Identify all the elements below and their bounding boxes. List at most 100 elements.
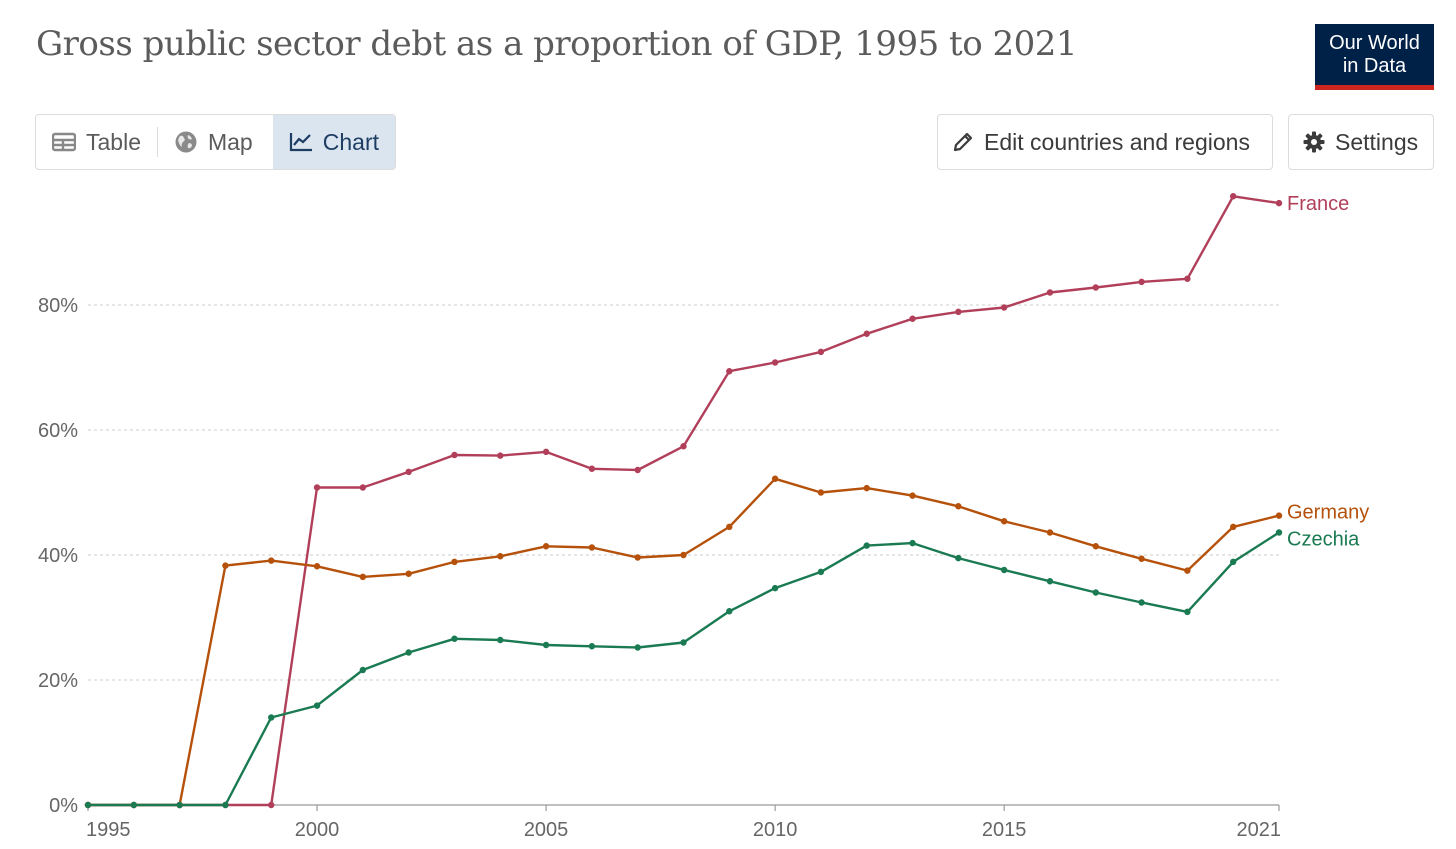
data-point-czechia <box>863 542 870 549</box>
tab-chart[interactable]: Chart <box>272 115 395 169</box>
data-point-czechia <box>1046 578 1054 585</box>
data-point-france <box>451 451 458 459</box>
data-point-france <box>634 466 641 474</box>
data-point-france <box>1184 275 1191 282</box>
data-point-france <box>955 308 962 316</box>
data-point-czechia <box>817 568 825 576</box>
data-point-france <box>817 348 825 356</box>
data-point-germany <box>726 523 733 531</box>
data-point-germany <box>588 544 596 551</box>
data-point-czechia <box>222 801 229 809</box>
settings-label: Settings <box>1335 128 1419 155</box>
data-point-germany <box>680 551 687 559</box>
data-point-germany <box>817 489 825 496</box>
chart-title: Gross public sector debt as a proportion… <box>36 24 1078 64</box>
data-point-germany <box>1229 523 1237 531</box>
logo-line-2: in Data <box>1342 55 1407 77</box>
y-tick-label: 40% <box>38 545 78 567</box>
y-tick-label: 0% <box>49 795 78 817</box>
data-point-czechia <box>1092 589 1099 596</box>
data-point-france <box>1275 199 1283 207</box>
data-point-czechia <box>1000 566 1008 574</box>
data-point-germany <box>1275 512 1283 519</box>
data-point-germany <box>1092 543 1099 550</box>
y-tick-label: 80% <box>38 295 78 317</box>
data-point-czechia <box>1229 558 1237 566</box>
our-world-in-data-logo[interactable]: Our World in Data <box>1315 24 1434 90</box>
data-point-czechia <box>726 608 733 615</box>
x-tick-label: 2000 <box>295 819 340 841</box>
data-point-czechia <box>909 539 916 547</box>
data-point-germany <box>1000 518 1008 525</box>
data-point-czechia <box>771 584 779 592</box>
tab-table-label: Table <box>86 128 141 155</box>
data-point-czechia <box>497 636 504 644</box>
data-point-germany <box>909 492 916 499</box>
data-point-germany <box>863 484 870 492</box>
data-point-germany <box>542 543 550 550</box>
data-point-czechia <box>359 666 367 674</box>
pencil-icon <box>953 132 973 152</box>
data-point-czechia <box>955 554 962 562</box>
tab-divider <box>156 127 158 157</box>
x-tick-label: 2005 <box>524 819 569 841</box>
tab-map[interactable]: Map <box>158 115 269 169</box>
data-point-germany <box>955 503 962 510</box>
data-point-germany <box>497 553 504 560</box>
table-icon <box>52 132 76 152</box>
data-point-germany <box>1184 567 1191 574</box>
data-point-czechia <box>634 644 641 651</box>
data-point-france <box>863 330 870 337</box>
data-point-france <box>771 359 779 366</box>
data-point-czechia <box>542 641 550 649</box>
data-point-germany <box>222 562 229 569</box>
data-point-france <box>497 452 504 459</box>
series-line-czechia <box>88 531 1280 807</box>
data-point-czechia <box>176 801 183 809</box>
series-label-france: France <box>1287 193 1349 215</box>
logo-line-1: Our World <box>1329 32 1420 54</box>
data-point-czechia <box>1138 599 1145 606</box>
data-point-france <box>726 368 733 375</box>
data-point-czechia <box>1275 529 1283 536</box>
line-chart-icon <box>289 133 312 152</box>
view-tabs: Table Map Chart <box>35 114 396 170</box>
data-point-france <box>909 315 916 322</box>
x-tick-label: 2021 <box>1237 819 1282 841</box>
series-label-germany: Germany <box>1287 502 1369 524</box>
data-point-germany <box>268 557 275 564</box>
data-point-france <box>359 484 367 491</box>
edit-countries-button[interactable]: Edit countries and regions <box>937 114 1273 170</box>
data-point-france <box>313 484 321 491</box>
data-point-czechia <box>680 639 687 646</box>
edit-countries-label: Edit countries and regions <box>984 128 1250 155</box>
data-point-france <box>1229 193 1237 200</box>
series-line-france <box>88 195 1280 807</box>
data-point-germany <box>1138 555 1145 562</box>
data-point-france <box>268 801 275 809</box>
tab-table[interactable]: Table <box>36 115 157 169</box>
data-point-france <box>1046 289 1054 296</box>
data-point-france <box>588 465 596 472</box>
globe-icon <box>175 131 197 153</box>
data-point-czechia <box>451 635 458 642</box>
data-point-france <box>542 448 550 456</box>
data-point-germany <box>313 563 321 570</box>
data-point-france <box>680 443 687 450</box>
data-point-czechia <box>268 714 275 721</box>
data-point-germany <box>359 573 367 581</box>
data-point-germany <box>451 558 458 566</box>
series-label-czechia: Czechia <box>1287 529 1360 551</box>
y-tick-label: 60% <box>38 420 78 442</box>
data-point-czechia <box>1184 608 1191 616</box>
settings-button[interactable]: Settings <box>1288 114 1434 170</box>
data-point-france <box>1000 304 1008 311</box>
data-point-germany <box>634 554 641 561</box>
data-point-czechia <box>84 801 92 809</box>
data-point-france <box>1138 278 1145 286</box>
data-point-germany <box>1046 529 1054 536</box>
gear-icon <box>1303 131 1325 153</box>
data-point-czechia <box>405 649 412 656</box>
data-point-czechia <box>130 801 138 809</box>
